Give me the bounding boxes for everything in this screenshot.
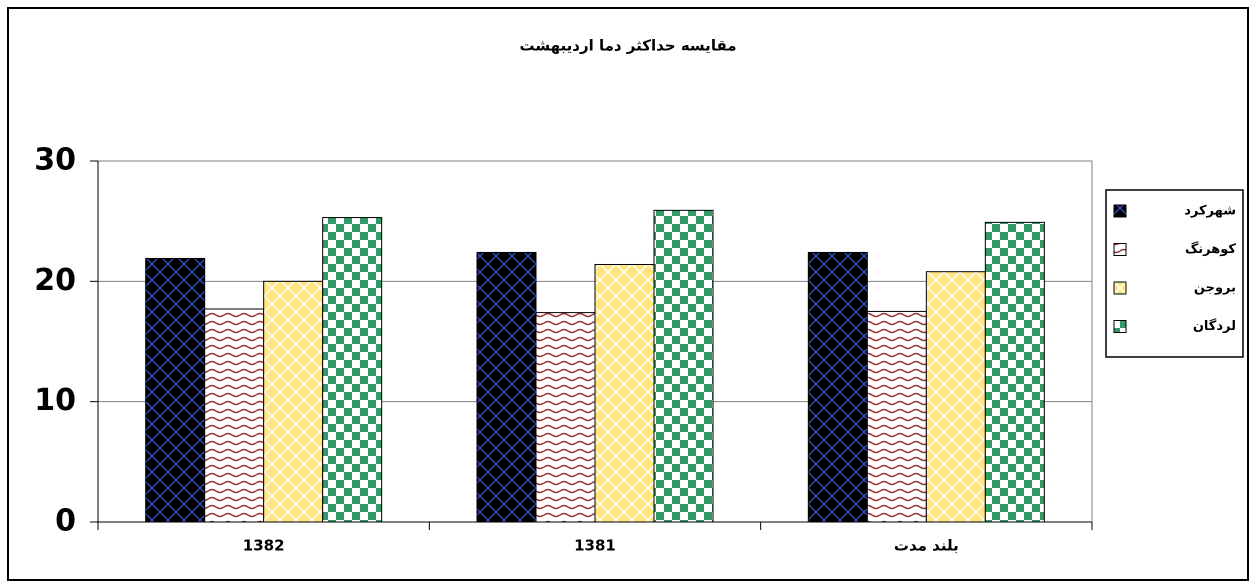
legend-swatch bbox=[1113, 243, 1127, 256]
bar bbox=[807, 251, 868, 523]
bar bbox=[925, 271, 986, 523]
x-tick-label: 1382 bbox=[243, 537, 285, 555]
bar bbox=[984, 221, 1045, 523]
legend-label: لردگان bbox=[1193, 318, 1236, 334]
bar bbox=[263, 280, 324, 523]
legend-swatch bbox=[1113, 204, 1127, 218]
legend-label: بروجن bbox=[1194, 281, 1236, 296]
y-tick-label: 0 bbox=[55, 504, 76, 539]
bar bbox=[594, 263, 655, 523]
bar bbox=[535, 312, 596, 523]
bar bbox=[322, 217, 383, 523]
legend-label: کوهرنگ bbox=[1185, 241, 1236, 257]
x-tick-label: بلند مدت bbox=[894, 537, 959, 555]
bar bbox=[866, 310, 927, 523]
bar bbox=[145, 257, 206, 523]
legend-box bbox=[1105, 189, 1244, 358]
legend-swatch bbox=[1113, 281, 1127, 295]
y-tick-label: 30 bbox=[34, 143, 76, 178]
legend-label: شهرکرد bbox=[1184, 204, 1236, 219]
chart-title: مقایسه حداکثر دما اردیبهشت bbox=[519, 37, 736, 55]
bar bbox=[476, 251, 537, 523]
bar bbox=[653, 209, 714, 523]
y-tick-label: 20 bbox=[34, 263, 76, 298]
x-tick-label: 1381 bbox=[574, 537, 616, 555]
bar bbox=[204, 308, 265, 523]
y-tick-label: 10 bbox=[34, 383, 76, 418]
legend-swatch bbox=[1113, 320, 1127, 333]
